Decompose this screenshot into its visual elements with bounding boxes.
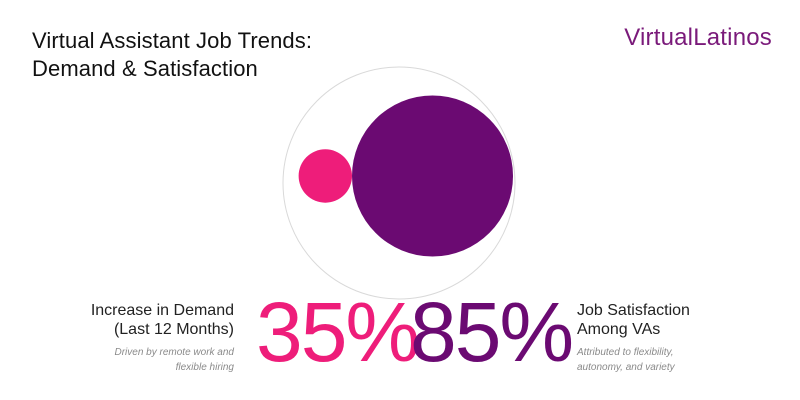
satisfaction-note-line-2: autonomy, and variety [577,362,675,373]
satisfaction-label-line-1: Job Satisfaction [577,302,690,319]
demand-note: Driven by remote work and flexible hirin… [14,345,235,375]
title-line-1: Virtual Assistant Job Trends: [32,28,313,53]
satisfaction-note: Attributed to flexibility, autonomy, and… [577,345,777,375]
demand-note-line-2: flexible hiring [175,362,234,373]
satisfaction-label: Job Satisfaction Among VAs [577,301,777,339]
logo-part-2: Latinos [693,24,772,51]
title-line-2: Demand & Satisfaction [32,56,258,81]
demand-label: Increase in Demand (Last 12 Months) [14,301,234,339]
satisfaction-note-line-1: Attributed to flexibility, [577,347,674,358]
satisfaction-value: 85% [410,285,574,379]
logo-part-1: Virtual [624,24,694,51]
demand-label-block: Increase in Demand (Last 12 Months) Driv… [14,301,234,375]
page-title: Virtual Assistant Job Trends: Demand & S… [32,27,312,83]
demand-label-line-2: (Last 12 Months) [113,321,234,338]
satisfaction-label-line-2: Among VAs [577,321,661,338]
bubble-satisfaction [352,95,514,257]
outline-circle [282,66,516,300]
demand-value: 35% [256,285,420,379]
satisfaction-label-block: Job Satisfaction Among VAs Attributed to… [577,301,777,375]
bubble-demand [298,149,352,203]
demand-label-line-1: Increase in Demand [90,302,234,319]
demand-note-line-1: Driven by remote work and [114,347,235,358]
brand-logo: VirtualLatinos [624,24,772,52]
